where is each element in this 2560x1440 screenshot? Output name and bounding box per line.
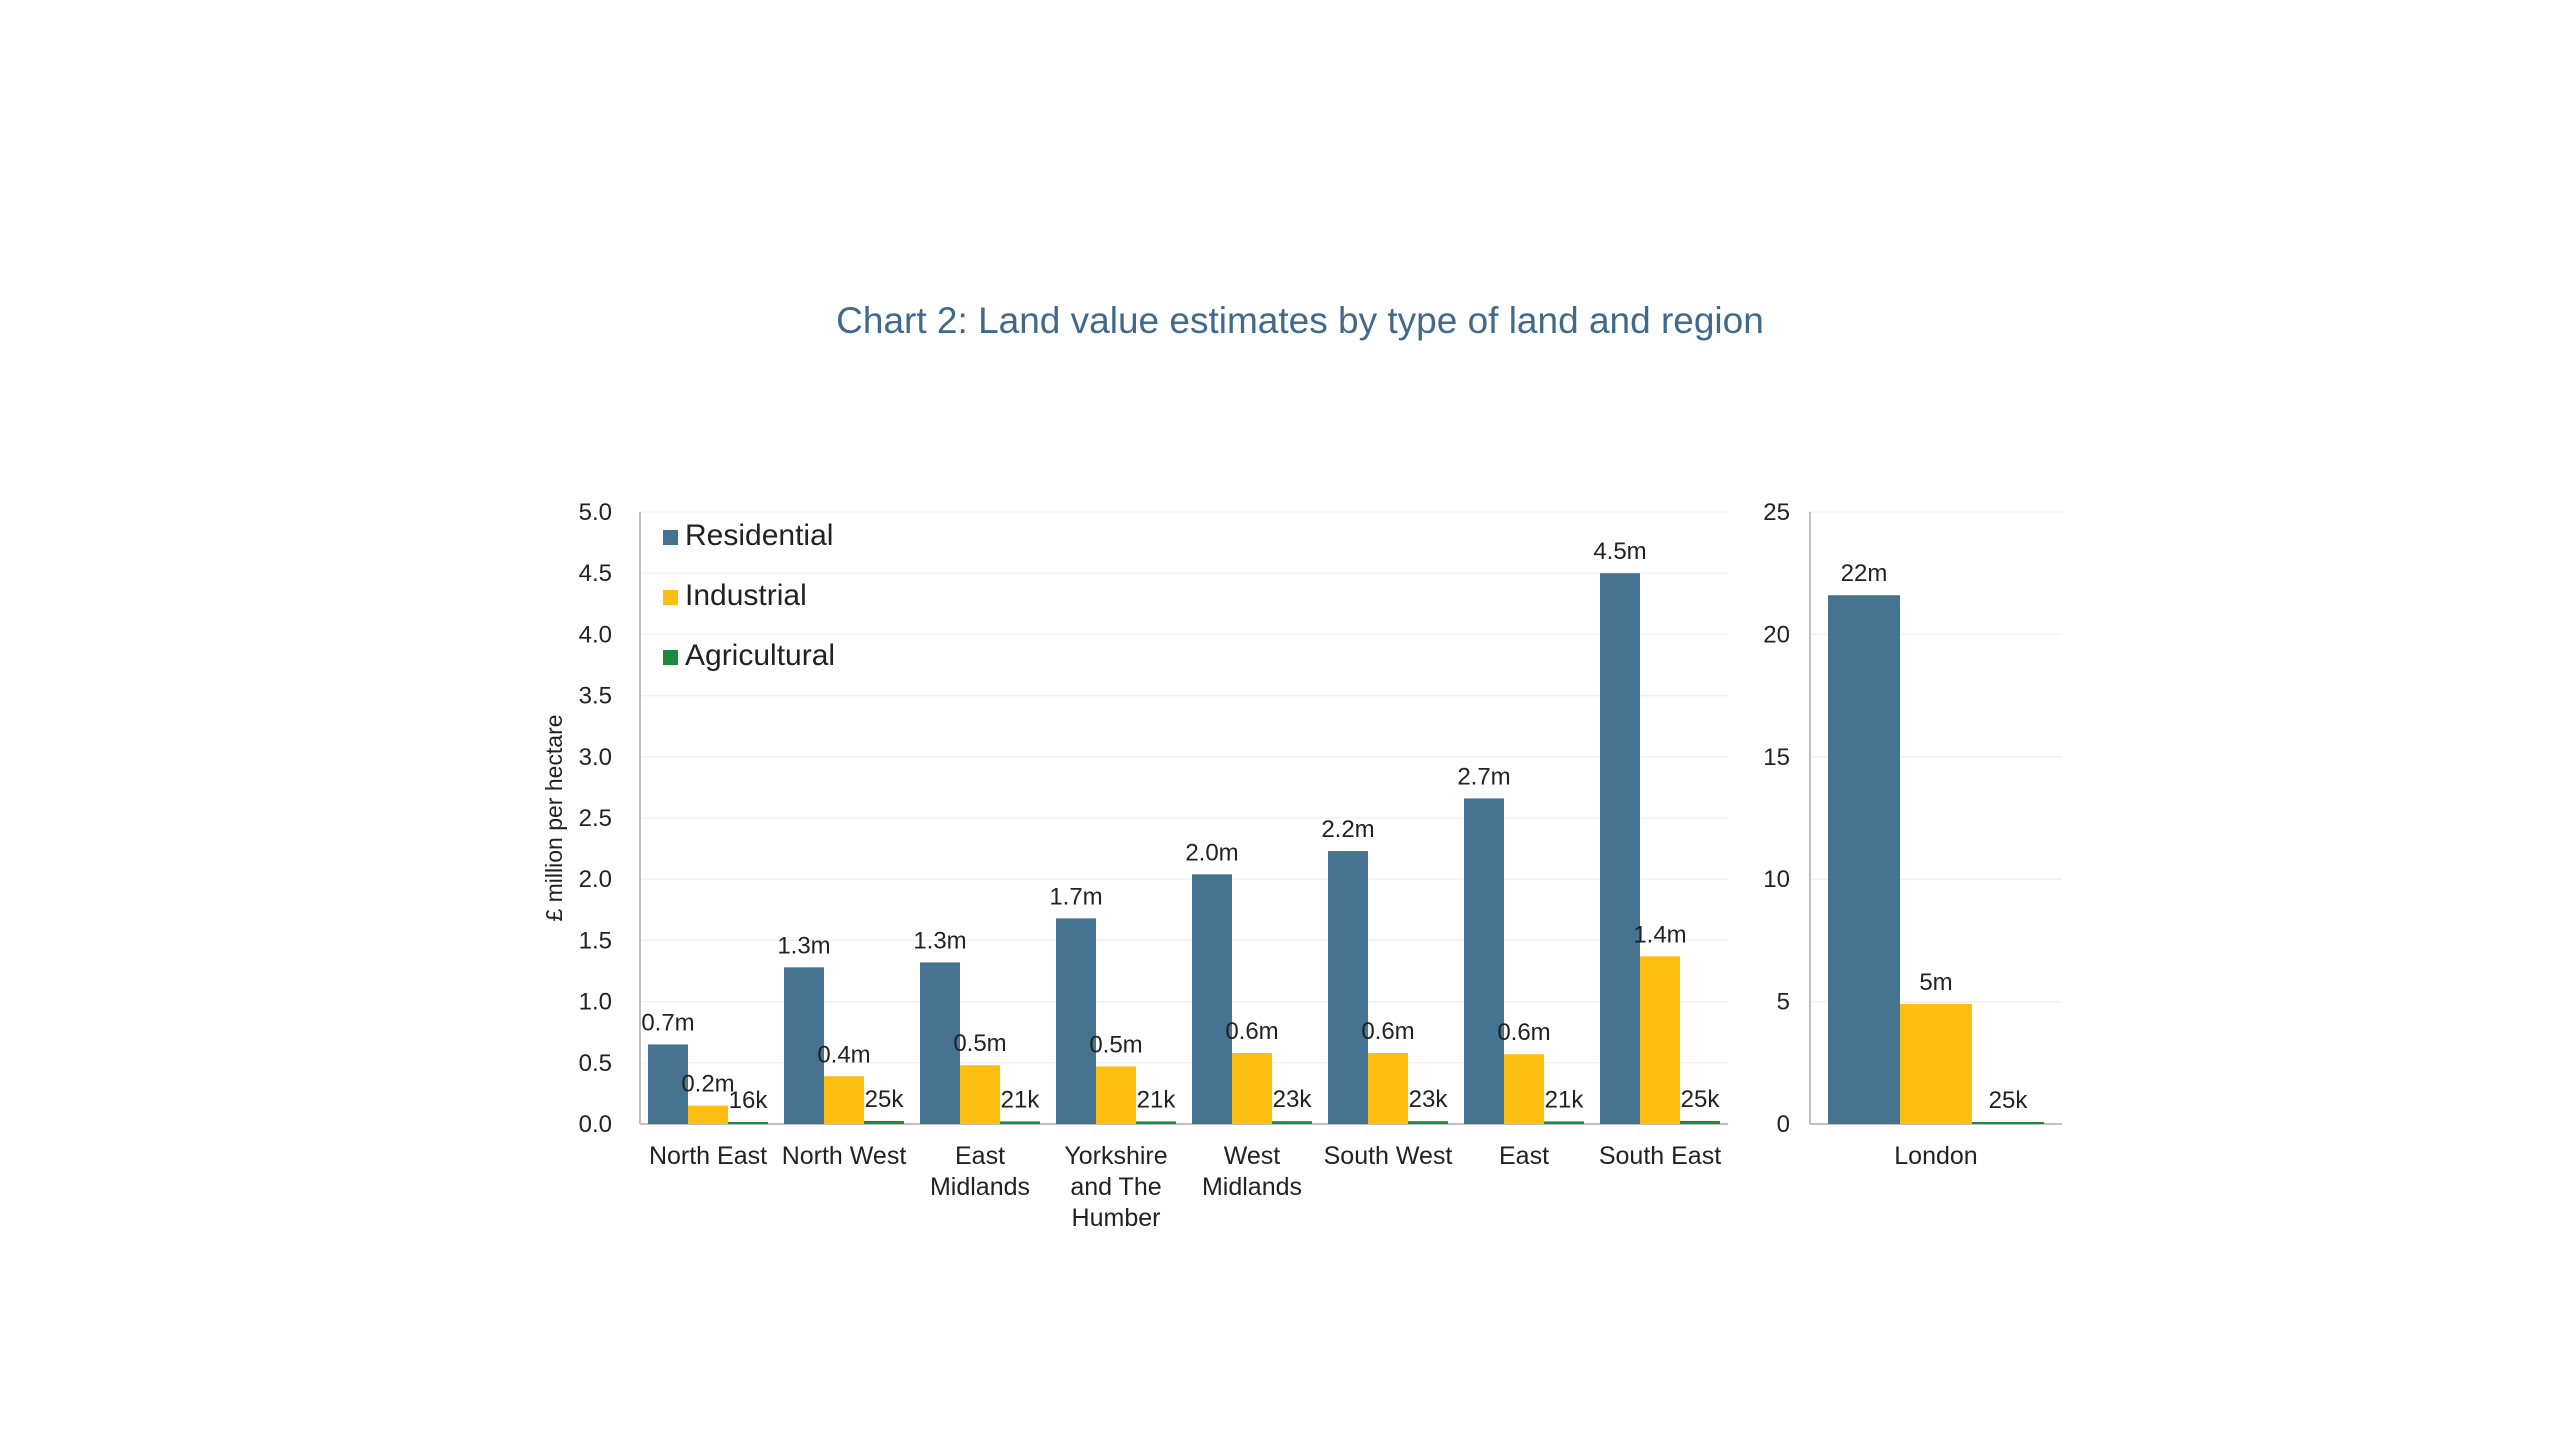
y-tick-label: 1.5 [579, 927, 612, 954]
legend-swatch-agricultural [663, 650, 678, 665]
bar-residential-south-east [1600, 573, 1640, 1124]
bar-industrial-north-east [688, 1105, 728, 1124]
bar-industrial-west-midlands [1232, 1053, 1272, 1124]
y-tick-label: 15 [1763, 744, 1790, 771]
bar-residential-yorkshire-and-the-humber [1056, 918, 1096, 1124]
data-label-agricultural: 23k [1409, 1086, 1449, 1113]
bar-agricultural-east-midlands [1000, 1121, 1040, 1124]
legend-label-agricultural: Agricultural [685, 639, 835, 672]
data-label-agricultural: 23k [1273, 1086, 1313, 1113]
data-label-residential: 1.3m [913, 927, 966, 954]
x-tick-label: and The [1070, 1173, 1161, 1201]
y-tick-label: 2.5 [579, 805, 612, 832]
y-tick-label: 0.5 [579, 1050, 612, 1077]
legend-swatch-industrial [663, 590, 678, 605]
y-tick-label: 4.5 [579, 560, 612, 587]
y-tick-label: 2.0 [579, 866, 612, 893]
data-label-industrial: 0.2m [681, 1071, 734, 1098]
y-tick-label: 10 [1763, 866, 1790, 893]
data-label-industrial: 0.4m [817, 1041, 870, 1068]
bar-residential-east-midlands [920, 962, 960, 1124]
data-label-residential: 2.7m [1457, 763, 1510, 790]
data-label-residential: 1.3m [777, 932, 830, 959]
bar-residential-west-midlands [1192, 874, 1232, 1124]
bar-industrial-yorkshire-and-the-humber [1096, 1066, 1136, 1124]
y-tick-label: 1.0 [579, 989, 612, 1016]
legend-swatch-residential [663, 530, 678, 545]
x-tick-label: Midlands [930, 1173, 1030, 1201]
bar-residential-east [1464, 798, 1504, 1124]
bar-industrial-east-midlands [960, 1065, 1000, 1124]
data-label-industrial: 5m [1919, 969, 1952, 996]
bar-agricultural-west-midlands [1272, 1121, 1312, 1124]
data-label-industrial: 0.6m [1497, 1019, 1550, 1046]
x-tick-label: North East [649, 1142, 767, 1170]
y-tick-label: 5 [1777, 989, 1790, 1016]
y-tick-label: 5.0 [579, 499, 612, 526]
bar-industrial-london [1900, 1004, 1972, 1124]
x-tick-label: South West [1324, 1142, 1453, 1170]
data-label-agricultural: 25k [1681, 1086, 1721, 1113]
y-axis-title: £ million per hectare [541, 714, 567, 921]
data-label-industrial: 1.4m [1633, 921, 1686, 948]
data-label-residential: 2.2m [1321, 816, 1374, 843]
x-tick-label: South East [1599, 1142, 1721, 1170]
bar-industrial-east [1504, 1054, 1544, 1124]
bar-agricultural-yorkshire-and-the-humber [1136, 1121, 1176, 1124]
data-label-residential: 1.7m [1049, 883, 1102, 910]
y-tick-label: 0 [1777, 1111, 1790, 1138]
x-tick-label: West [1224, 1142, 1281, 1170]
x-tick-label: Midlands [1202, 1173, 1302, 1201]
y-tick-label: 20 [1763, 621, 1790, 648]
y-tick-label: 3.0 [579, 744, 612, 771]
data-label-industrial: 0.6m [1225, 1018, 1278, 1045]
data-label-agricultural: 21k [1001, 1086, 1041, 1113]
chart-title: Chart 2: Land value estimates by type of… [836, 300, 1764, 341]
data-label-agricultural: 16k [729, 1087, 769, 1114]
data-label-residential: 0.7m [641, 1009, 694, 1036]
bar-residential-north-west [784, 967, 824, 1124]
bar-industrial-south-west [1368, 1053, 1408, 1124]
x-tick-label: North West [782, 1142, 907, 1170]
legend-label-residential: Residential [685, 519, 833, 552]
bar-residential-london [1828, 595, 1900, 1124]
bar-industrial-south-east [1640, 956, 1680, 1124]
data-label-industrial: 0.5m [953, 1030, 1006, 1057]
data-label-agricultural: 21k [1545, 1086, 1585, 1113]
x-tick-label: East [955, 1142, 1005, 1170]
bar-residential-south-west [1328, 851, 1368, 1124]
bar-agricultural-south-west [1408, 1121, 1448, 1124]
legend-label-industrial: Industrial [685, 579, 807, 612]
data-label-industrial: 0.5m [1089, 1031, 1142, 1058]
bar-residential-north-east [648, 1044, 688, 1124]
bar-agricultural-east [1544, 1121, 1584, 1124]
bar-agricultural-london [1972, 1122, 2044, 1124]
bar-agricultural-south-east [1680, 1120, 1720, 1124]
data-label-residential: 2.0m [1185, 839, 1238, 866]
data-label-agricultural: 25k [1989, 1087, 2029, 1114]
y-tick-label: 25 [1763, 499, 1790, 526]
y-tick-label: 0.0 [579, 1111, 612, 1138]
data-label-agricultural: 21k [1137, 1086, 1177, 1113]
data-label-industrial: 0.6m [1361, 1018, 1414, 1045]
y-tick-label: 4.0 [579, 621, 612, 648]
bar-agricultural-north-east [728, 1122, 768, 1124]
x-tick-label: Humber [1072, 1204, 1161, 1232]
x-tick-label: East [1499, 1142, 1549, 1170]
data-label-agricultural: 25k [865, 1086, 905, 1113]
bar-industrial-north-west [824, 1076, 864, 1124]
x-tick-label: Yorkshire [1064, 1142, 1167, 1170]
data-label-residential: 22m [1841, 560, 1888, 587]
bar-agricultural-north-west [864, 1120, 904, 1124]
y-tick-label: 3.5 [579, 683, 612, 710]
data-label-residential: 4.5m [1593, 538, 1646, 565]
x-tick-label: London [1894, 1142, 1977, 1170]
